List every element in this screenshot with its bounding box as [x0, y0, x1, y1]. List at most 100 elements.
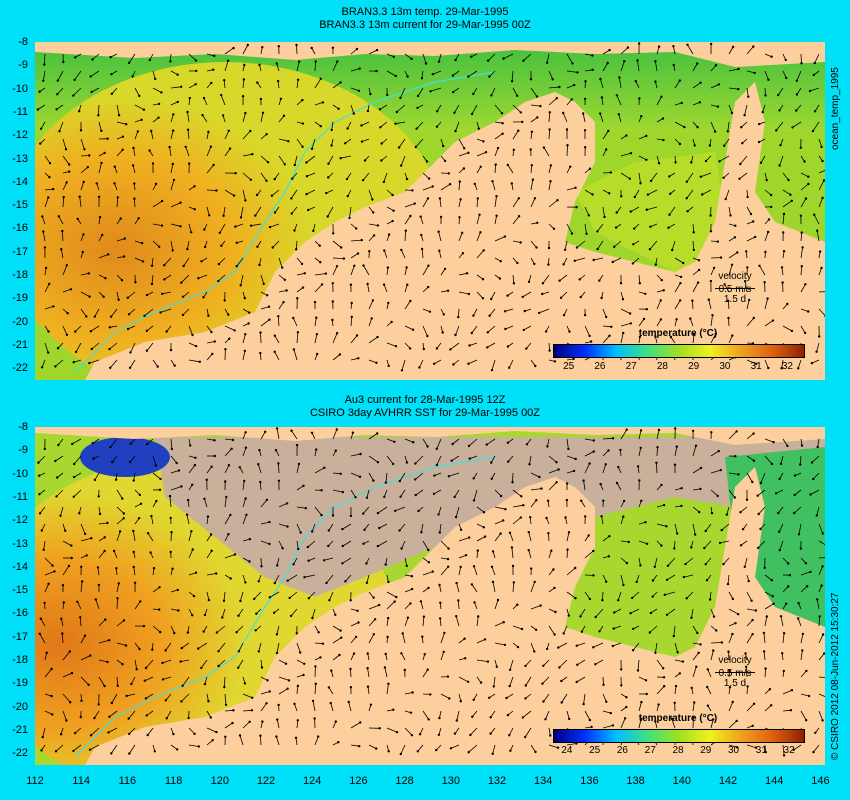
current-arrow-head	[787, 585, 790, 588]
current-arrow	[260, 112, 264, 123]
current-arrow	[818, 170, 825, 174]
current-arrow-head	[238, 734, 242, 737]
current-arrow-head	[394, 345, 398, 348]
current-arrow-head	[470, 331, 473, 335]
current-arrow-head	[181, 684, 184, 687]
current-arrow-head	[649, 179, 653, 183]
current-arrow	[332, 333, 338, 344]
current-arrow-head	[180, 485, 183, 488]
current-arrow-head	[607, 129, 610, 133]
current-arrow-head	[315, 333, 319, 336]
current-arrow	[145, 659, 154, 669]
current-arrow-head	[512, 581, 515, 584]
current-arrow	[448, 472, 460, 477]
current-arrow	[746, 46, 754, 55]
current-arrow	[260, 499, 268, 508]
current-arrow-head	[150, 514, 153, 518]
current-arrow-head	[285, 289, 288, 292]
current-arrow	[458, 537, 470, 542]
current-arrow-head	[753, 235, 757, 239]
current-arrow	[525, 659, 532, 667]
current-arrow	[816, 506, 820, 516]
current-arrow-head	[179, 225, 182, 228]
current-arrow	[620, 291, 624, 300]
current-arrow-head	[65, 264, 68, 267]
current-arrow	[242, 44, 249, 55]
current-arrow-head	[139, 502, 143, 505]
current-arrow	[151, 257, 154, 266]
current-arrow-head	[801, 632, 805, 636]
current-arrow-head	[792, 748, 795, 751]
current-arrow	[656, 504, 665, 508]
current-arrow-head	[714, 332, 717, 336]
current-arrow-head	[752, 432, 755, 435]
current-arrow-head	[227, 313, 230, 316]
current-arrow	[455, 121, 460, 132]
current-arrow-head	[629, 322, 632, 325]
current-arrow-head	[120, 279, 124, 282]
current-arrow	[368, 49, 378, 55]
current-arrow-head	[438, 531, 441, 534]
current-arrow-head	[600, 96, 604, 99]
current-arrow-head	[516, 645, 520, 649]
current-arrow-head	[645, 692, 648, 696]
current-arrow-head	[779, 615, 783, 618]
current-arrow-head	[636, 465, 640, 468]
current-arrow-head	[470, 55, 473, 58]
current-arrow	[454, 489, 460, 498]
current-arrow	[671, 240, 676, 251]
current-arrow-head	[764, 750, 767, 754]
current-arrow-head	[613, 245, 616, 248]
current-arrow	[818, 523, 824, 534]
current-arrow-head	[547, 263, 550, 266]
current-arrow	[638, 155, 647, 161]
current-arrow-head	[657, 703, 660, 706]
current-arrow-head	[483, 638, 487, 641]
current-arrow-head	[121, 663, 124, 666]
current-arrow	[188, 325, 193, 336]
current-arrow	[92, 438, 100, 444]
current-arrow	[728, 68, 739, 72]
current-arrow-head	[676, 651, 679, 654]
current-arrow-head	[349, 514, 353, 518]
current-arrow-head	[207, 598, 211, 602]
current-arrow-head	[143, 314, 146, 317]
current-arrow-head	[41, 215, 44, 218]
current-arrow-head	[213, 439, 216, 442]
current-arrow	[764, 298, 768, 310]
current-arrow-head	[370, 317, 373, 320]
current-arrow-head	[568, 717, 571, 721]
current-arrow	[116, 620, 125, 627]
current-arrow-head	[87, 272, 90, 275]
current-arrow	[457, 308, 460, 318]
current-arrow-head	[660, 95, 663, 98]
current-arrow-head	[575, 206, 578, 209]
current-arrow-head	[737, 473, 740, 476]
current-arrow-head	[816, 598, 819, 601]
current-arrow	[170, 202, 181, 208]
current-arrow-head	[442, 144, 445, 148]
current-arrow	[489, 70, 496, 77]
current-arrow	[476, 506, 485, 513]
current-arrow	[574, 257, 586, 262]
current-arrow	[818, 557, 825, 559]
current-arrow	[350, 68, 360, 72]
current-arrow-head	[448, 183, 452, 186]
current-arrow-head	[718, 541, 722, 545]
current-arrow	[793, 744, 802, 751]
current-arrow	[434, 359, 442, 365]
current-arrow-head	[803, 331, 807, 335]
current-arrow	[223, 80, 226, 89]
current-arrow-head	[268, 690, 271, 693]
current-arrow-head	[728, 669, 731, 672]
current-arrow-head	[108, 347, 111, 351]
current-arrow-head	[777, 93, 780, 97]
current-arrow-head	[654, 651, 657, 654]
current-arrow-head	[625, 705, 628, 709]
current-arrow-head	[375, 69, 378, 73]
current-arrow	[204, 498, 208, 508]
current-arrow-head	[699, 466, 703, 470]
current-arrow	[816, 599, 820, 610]
current-arrow-head	[55, 108, 58, 111]
lat-label: -9	[18, 444, 28, 457]
